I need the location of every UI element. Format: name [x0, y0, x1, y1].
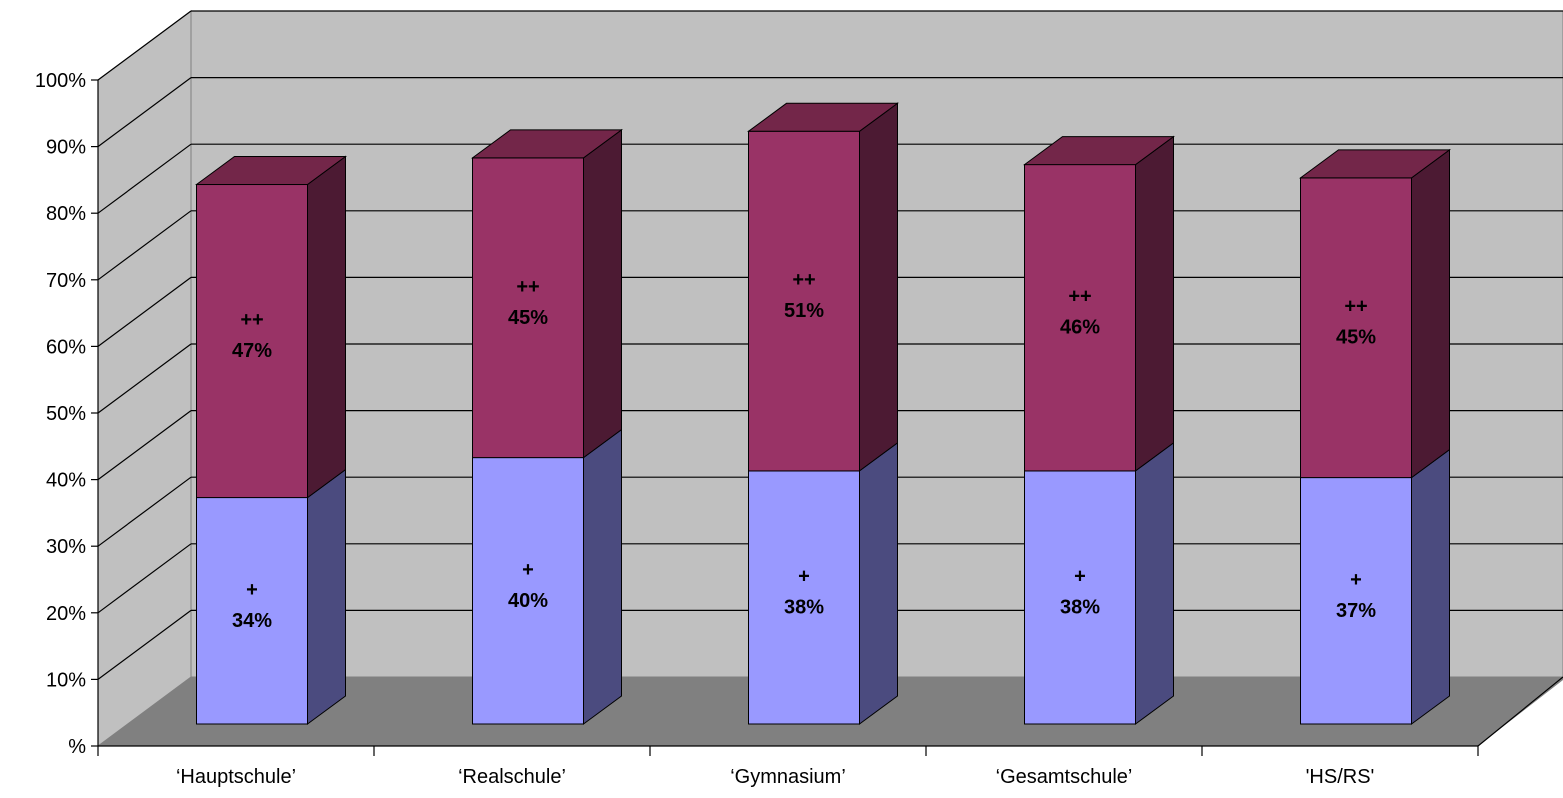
x-category-label: ‘Hauptschule’ — [176, 766, 296, 788]
bar-side-s1 — [859, 441, 898, 725]
y-tick-label: 70% — [46, 270, 86, 292]
data-label-value: 51% — [784, 300, 824, 322]
bar-front-s2 — [748, 130, 860, 472]
y-tick-label: 90% — [46, 137, 86, 159]
bar-front-s2 — [1024, 164, 1136, 472]
bar-top — [746, 102, 900, 132]
y-tick-label: 10% — [46, 669, 86, 691]
bar-top — [194, 156, 348, 185]
data-label-value: 47% — [232, 340, 272, 362]
y-tick-label: 100% — [35, 70, 86, 92]
data-label-marker: ++ — [516, 276, 539, 298]
y-tick-label: % — [68, 736, 86, 758]
x-category-label: ‘Gesamtschule’ — [996, 766, 1133, 788]
data-label-marker: + — [1350, 569, 1362, 591]
gridline-side — [97, 77, 192, 148]
bar-front-s1 — [748, 470, 860, 725]
data-label-marker: + — [522, 559, 534, 581]
bar-side-s1 — [583, 428, 622, 725]
floor-edge — [1477, 676, 1563, 747]
bar-front-s2 — [1300, 177, 1412, 479]
gridline-side — [97, 476, 192, 547]
x-category-label: ‘Gymnasium’ — [730, 766, 846, 788]
data-label-marker: ++ — [1344, 296, 1367, 318]
data-label-value: 34% — [232, 610, 272, 632]
bar-top — [1298, 149, 1452, 179]
bar-side-s1 — [1411, 448, 1450, 725]
data-label-value: 45% — [508, 307, 548, 329]
data-label-marker: + — [798, 565, 810, 587]
gridline-side — [97, 276, 192, 347]
y-tick-label: 30% — [46, 536, 86, 558]
gridline-side — [97, 543, 192, 614]
bar-top — [470, 129, 624, 159]
bar-side-s2 — [583, 128, 622, 459]
data-label-value: 37% — [1336, 600, 1376, 622]
bar-front-s2 — [472, 157, 584, 459]
y-tick-label: 60% — [46, 336, 86, 358]
bar-side-s1 — [307, 468, 346, 725]
data-label-value: 40% — [508, 590, 548, 612]
data-label-value: 46% — [1060, 317, 1100, 339]
bar-side-s1 — [1135, 441, 1174, 725]
y-tick-label: 40% — [46, 470, 86, 492]
gridline-side — [97, 210, 192, 281]
y-tick-label: 20% — [46, 603, 86, 625]
bar-side-s2 — [859, 102, 898, 472]
data-label-value: 38% — [1060, 596, 1100, 618]
y-tick-label: 80% — [46, 203, 86, 225]
data-label-marker: ++ — [240, 309, 263, 331]
bar-front-s1 — [472, 457, 584, 725]
bar-side-s2 — [1135, 135, 1174, 472]
bar-front-s1 — [1300, 477, 1412, 725]
bar-front-s2 — [196, 184, 308, 499]
data-label-marker: ++ — [1068, 286, 1091, 308]
data-label-value: 45% — [1336, 327, 1376, 349]
data-label-marker: ++ — [792, 269, 815, 291]
bar-top — [1022, 136, 1176, 166]
bar-side-s2 — [1411, 148, 1450, 479]
data-label-marker: + — [1074, 565, 1086, 587]
gridline-side — [97, 143, 192, 214]
bar-front-s1 — [1024, 470, 1136, 725]
y-tick-label: 50% — [46, 403, 86, 425]
x-category-label: ‘Realschule’ — [458, 766, 566, 788]
data-label-value: 38% — [784, 596, 824, 618]
data-label-marker: + — [246, 579, 258, 601]
gridline-side — [97, 343, 192, 414]
gridline-side — [97, 410, 192, 481]
x-category-label: 'HS/RS' — [1306, 766, 1375, 788]
gridline-side — [97, 10, 192, 81]
bar-side-s2 — [307, 155, 346, 499]
gridline-side — [97, 609, 192, 680]
